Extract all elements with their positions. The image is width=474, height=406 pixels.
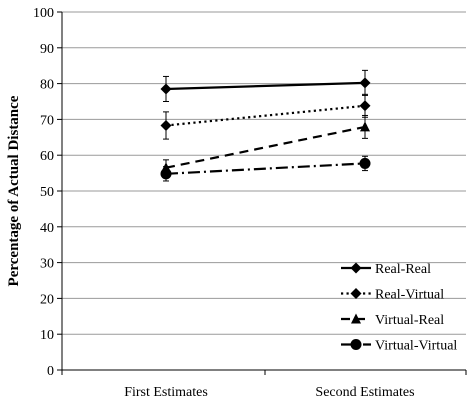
y-tick-label: 20 xyxy=(40,292,54,307)
data-point xyxy=(160,119,172,131)
data-point xyxy=(160,83,172,95)
data-point xyxy=(359,100,371,112)
legend-entry: Real-Real xyxy=(341,262,431,277)
legend-label: Virtual-Virtual xyxy=(375,339,457,354)
series-virtual-real xyxy=(161,114,370,177)
legend-entry: Virtual-Virtual xyxy=(341,339,457,354)
y-tick-label: 60 xyxy=(40,149,54,164)
y-tick-label: 70 xyxy=(40,113,54,128)
x-tick-label: Second Estimates xyxy=(315,385,414,400)
series-layer xyxy=(160,69,371,182)
series-real-real xyxy=(160,69,371,102)
series-line xyxy=(165,162,366,175)
legend-marker xyxy=(351,313,361,324)
data-point xyxy=(359,157,371,169)
x-axis-ticks: First Estimates Second Estimates xyxy=(61,370,467,400)
y-tick-label: 90 xyxy=(40,42,54,57)
legend-entry: Virtual-Real xyxy=(341,313,444,328)
series-line xyxy=(165,104,366,127)
series-line xyxy=(165,81,366,91)
series-virtual-virtual xyxy=(160,155,371,182)
y-tick-label: 100 xyxy=(33,6,54,21)
y-tick-label: 40 xyxy=(40,221,54,236)
y-tick-label: 50 xyxy=(40,185,54,200)
legend-marker xyxy=(350,339,362,350)
legend-label: Virtual-Real xyxy=(375,313,444,328)
legend-entry: Real-Virtual xyxy=(341,288,444,303)
x-tick-label: First Estimates xyxy=(124,385,208,400)
gridlines xyxy=(62,11,466,335)
data-point xyxy=(359,77,371,89)
legend-marker xyxy=(350,288,362,299)
legend: Real-Real Real-Virtual Virtual-Real Virtual… xyxy=(341,262,457,354)
y-tick-label: 10 xyxy=(40,328,54,343)
y-tick-label: 30 xyxy=(40,257,54,272)
y-tick-label: 80 xyxy=(40,78,54,93)
y-tick-label: 0 xyxy=(47,364,54,379)
y-axis-title: Percentage of Actual Distance xyxy=(6,95,22,286)
series-real-virtual xyxy=(160,93,371,140)
legend-label: Real-Virtual xyxy=(375,288,444,303)
data-point xyxy=(360,121,370,132)
legend-label: Real-Real xyxy=(375,262,431,277)
y-axis-ticks: 0 10 20 30 40 50 60 70 80 90 100 xyxy=(33,6,62,379)
series-line xyxy=(165,125,366,169)
data-point xyxy=(160,168,172,180)
legend-marker xyxy=(350,262,362,274)
